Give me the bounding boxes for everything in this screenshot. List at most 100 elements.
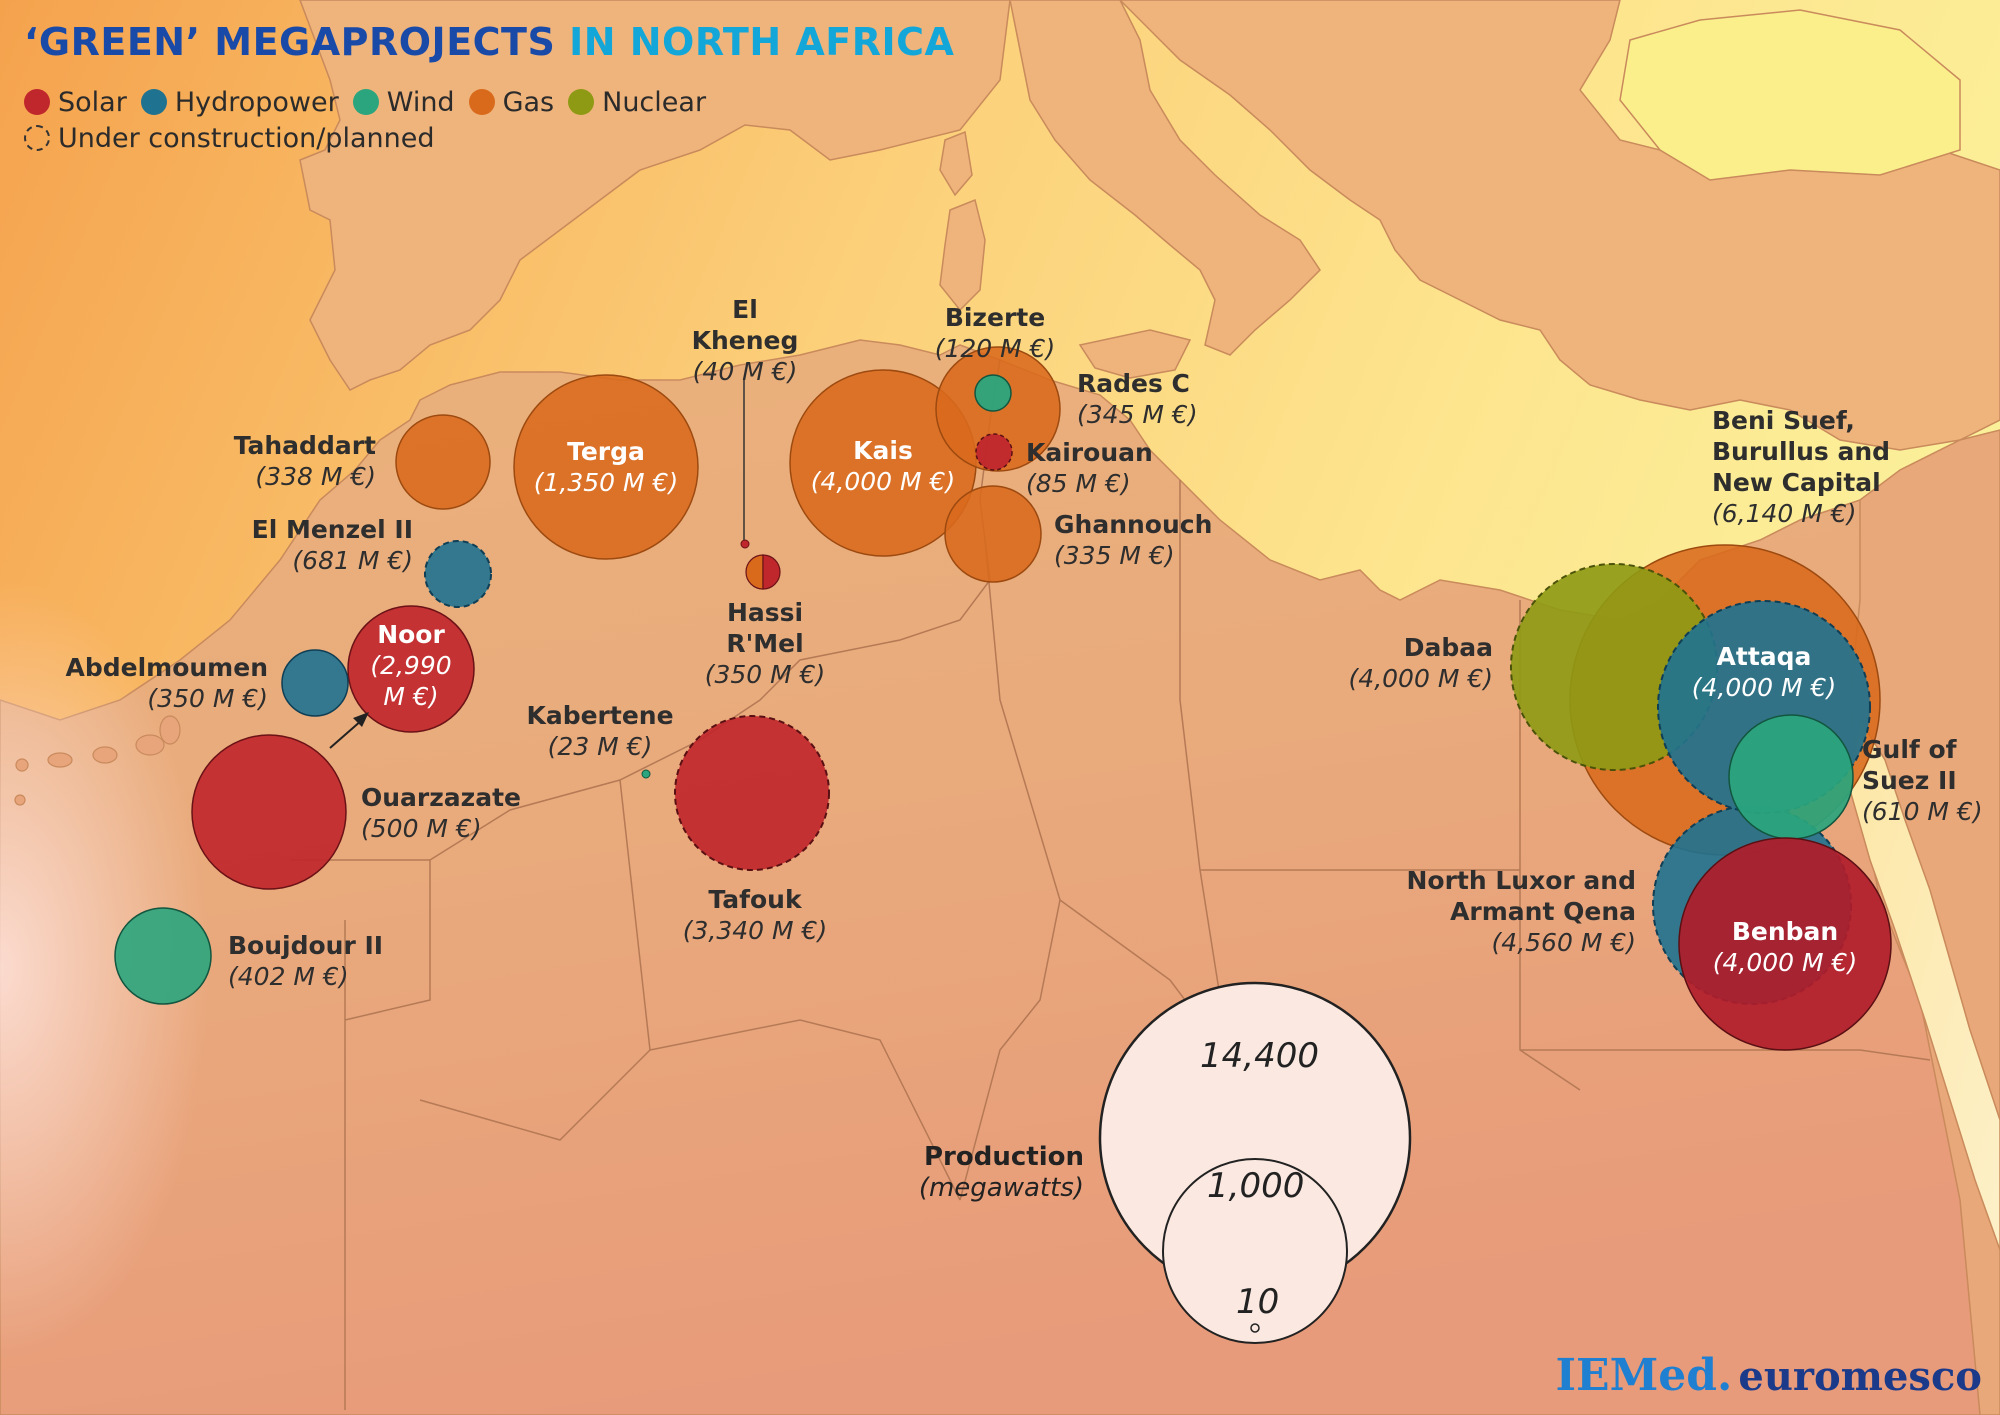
label-benban: Benban (4,000 M €) xyxy=(1700,916,1870,978)
project-name: Armant Qena xyxy=(1450,897,1636,926)
project-cost: (23 M €) xyxy=(547,732,653,761)
project-name: R'Mel xyxy=(726,629,804,658)
marker-boujdour-ii[interactable] xyxy=(114,907,212,1005)
marker-hassi-rmel-gas[interactable] xyxy=(745,554,764,590)
legend-item-hydropower: Hydropower xyxy=(140,86,339,118)
label-tafouk: Tafouk (3,340 M €) xyxy=(670,884,840,946)
legend-item-wind: Wind xyxy=(352,87,455,118)
project-cost: (335 M €) xyxy=(1054,541,1175,570)
project-cost: (2,990 xyxy=(370,651,452,680)
leader-ouarzazate-noor xyxy=(329,719,363,749)
label-abdelmoumen: Abdelmoumen (350 M €) xyxy=(66,652,269,714)
project-name: Bizerte xyxy=(944,303,1046,332)
project-cost: (4,000 M €) xyxy=(1348,664,1493,693)
canary-islands xyxy=(14,715,181,806)
project-name: Hassi xyxy=(726,598,804,627)
scale-circle-10 xyxy=(1250,1323,1260,1333)
label-beni-suef: Beni Suef, Burullus and New Capital (6,1… xyxy=(1712,405,1890,529)
legend-item-gas: Gas xyxy=(468,86,555,118)
label-hassi-rmel: Hassi R'Mel (350 M €) xyxy=(690,597,840,690)
label-kais: Kais (4,000 M €) xyxy=(793,435,973,497)
title-part1: ‘GREEN’ MEGAPROJECTS xyxy=(24,20,556,64)
marker-kairouan[interactable] xyxy=(975,433,1013,471)
label-kairouan: Kairouan (85 M €) xyxy=(1026,437,1153,499)
label-tahaddart: Tahaddart (338 M €) xyxy=(234,430,376,492)
project-cost: (345 M €) xyxy=(1077,400,1198,429)
marker-hassi-rmel-solar[interactable] xyxy=(762,554,781,590)
project-cost: (40 M €) xyxy=(692,357,798,386)
legend-label: Hydropower xyxy=(174,86,339,118)
label-boujdour-ii: Boujdour II (402 M €) xyxy=(228,930,383,992)
iemed-logo: IEMed. xyxy=(1555,1350,1733,1401)
label-bizerte: Bizerte (120 M €) xyxy=(920,302,1070,364)
dashed-circle-icon xyxy=(24,125,50,151)
label-el-menzel-ii: El Menzel II (681 M €) xyxy=(252,514,413,576)
project-name: Attaqa xyxy=(1716,642,1812,671)
marker-tahaddart[interactable] xyxy=(395,414,491,510)
scale-value-14400: 14,400 xyxy=(1200,1036,1319,1076)
legend-types: Solar Hydropower Wind Gas Nuclear xyxy=(24,84,720,120)
project-cost: (6,140 M €) xyxy=(1712,499,1857,528)
project-name: Ghannouch xyxy=(1054,510,1213,539)
legend: Solar Hydropower Wind Gas Nuclear Under … xyxy=(24,84,720,156)
project-markers xyxy=(114,346,1892,1051)
gas-swatch xyxy=(468,89,495,115)
label-el-kheneg: El Kheneg (40 M €) xyxy=(680,294,810,387)
marker-el-menzel-ii[interactable] xyxy=(424,540,492,608)
project-name: Kairouan xyxy=(1026,438,1153,467)
production-title: Production xyxy=(924,1142,1084,1172)
project-cost: (338 M €) xyxy=(255,462,376,491)
land-corsica xyxy=(939,130,973,197)
land-italy xyxy=(1009,0,1321,356)
hydropower-swatch xyxy=(140,89,167,115)
marker-tafouk[interactable] xyxy=(674,715,830,871)
marker-kabertene[interactable] xyxy=(641,769,651,779)
project-cost: (120 M €) xyxy=(934,334,1056,363)
project-cost: (350 M €) xyxy=(704,660,826,689)
project-name: Tafouk xyxy=(708,885,802,914)
euromesco-logo: euromesco xyxy=(1738,1353,1982,1400)
project-cost: (402 M €) xyxy=(228,962,349,991)
production-unit: (megawatts) xyxy=(918,1173,1084,1203)
marker-ouarzazate[interactable] xyxy=(191,734,347,890)
label-attaqa: Attaqa (4,000 M €) xyxy=(1679,641,1849,703)
project-cost: M €) xyxy=(383,682,439,711)
marker-el-kheneg[interactable] xyxy=(740,539,750,549)
project-cost: (4,000 M €) xyxy=(810,467,956,496)
scale-value-10: 10 xyxy=(1236,1282,1280,1322)
country-borders xyxy=(290,359,1931,1410)
project-name: Noor xyxy=(377,620,445,649)
marker-abdelmoumen[interactable] xyxy=(281,649,349,717)
title-part2: IN NORTH AFRICA xyxy=(569,20,955,64)
project-name: El Menzel II xyxy=(251,515,413,544)
project-name: Suez II xyxy=(1862,766,1957,795)
project-cost: (1,350 M €) xyxy=(533,468,679,497)
legend-label: Nuclear xyxy=(602,86,707,118)
marker-bizerte[interactable] xyxy=(974,374,1012,412)
marker-noor[interactable] xyxy=(347,605,475,733)
nuclear-swatch xyxy=(568,89,595,115)
legend-label: Gas xyxy=(502,86,555,118)
legend-item-solar: Solar xyxy=(24,87,127,118)
marker-benban[interactable] xyxy=(1678,837,1892,1051)
project-cost: (4,000 M €) xyxy=(1691,673,1837,702)
label-dabaa: Dabaa (4,000 M €) xyxy=(1349,632,1493,694)
project-name: Beni Suef, xyxy=(1712,406,1855,435)
sea-black xyxy=(1619,9,1961,181)
project-name: Terga xyxy=(567,437,645,466)
legend-item-nuclear: Nuclear xyxy=(568,87,706,118)
wind-swatch xyxy=(352,89,379,115)
project-name: Ouarzazate xyxy=(361,783,521,812)
production-legend-label: Production (megawatts) xyxy=(900,1142,1084,1204)
scale-legend xyxy=(1098,981,1412,1344)
project-cost: (681 M €) xyxy=(292,546,413,575)
project-name: Kheneg xyxy=(691,326,799,355)
marker-ghannouch[interactable] xyxy=(944,485,1042,583)
label-terga: Terga (1,350 M €) xyxy=(526,436,686,498)
label-ghannouch: Ghannouch (335 M €) xyxy=(1054,509,1212,571)
project-cost: (610 M €) xyxy=(1862,797,1983,826)
marker-terga[interactable] xyxy=(513,374,699,560)
scale-circle-1000 xyxy=(1162,1158,1348,1344)
marker-gulf-of-suez-ii[interactable] xyxy=(1728,714,1854,840)
label-gulf-of-suez-ii: Gulf of Suez II (610 M €) xyxy=(1862,734,1983,827)
